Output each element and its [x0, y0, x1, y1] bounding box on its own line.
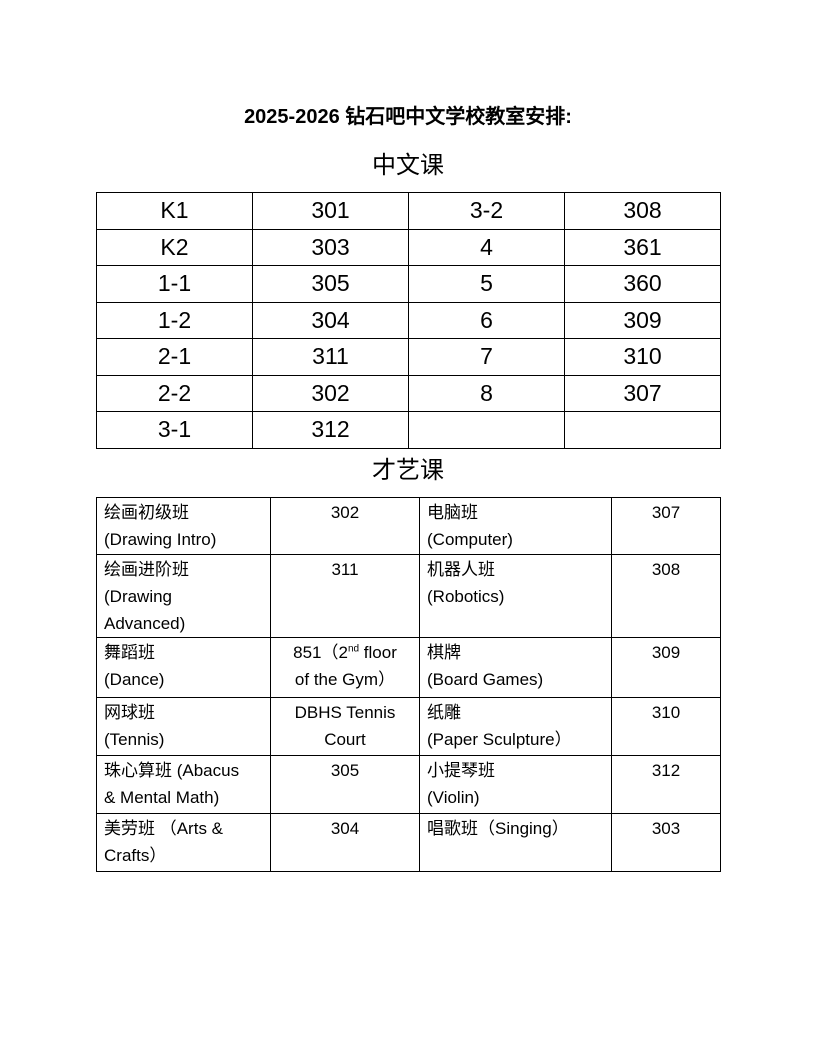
- class-name-cell: 舞蹈班 (Dance): [96, 637, 271, 698]
- class-name-cell: 珠心算班 (Abacus & Mental Math): [96, 755, 271, 814]
- room-cell: 305: [270, 755, 420, 814]
- table-row: 3-1 312: [96, 411, 721, 449]
- room-cell: 304: [270, 813, 420, 872]
- class-name-cell: 2-1: [96, 338, 253, 376]
- arts-classes-table: 绘画初级班 (Drawing Intro) 302 电脑班 (Computer) 30…: [96, 497, 721, 872]
- arts-classes-heading: 才艺课: [372, 457, 444, 484]
- class-name-cell: 1-2: [96, 301, 253, 339]
- class-name-cell: 8: [408, 374, 565, 412]
- table-row: 2-1 311 7 310: [96, 338, 721, 376]
- room-cell: 303: [611, 813, 721, 872]
- table-row: 美劳班 （Arts & Crafts） 304 唱歌班（Singing） 303: [96, 813, 721, 872]
- class-name-cell: K2: [96, 228, 253, 266]
- room-number-cell: 312: [252, 411, 409, 449]
- class-name-cell: 小提琴班 (Violin): [419, 755, 612, 814]
- room-number-cell: 303: [252, 228, 409, 266]
- chinese-classes-heading: 中文课: [372, 152, 444, 179]
- table-row: 绘画进阶班 (Drawing Advanced) 311 机器人班 (Robotic…: [96, 554, 721, 638]
- table-row: 2-2 302 8 307: [96, 374, 721, 412]
- class-name-cell: 1-1: [96, 265, 253, 303]
- table-row: 1-1 305 5 360: [96, 265, 721, 303]
- class-name-cell: 6: [408, 301, 565, 339]
- room-number-cell: 302: [252, 374, 409, 412]
- room-number-cell: 305: [252, 265, 409, 303]
- room-cell: 302: [270, 497, 420, 555]
- table-row: 网球班 (Tennis) DBHS Tennis Court 纸雕 (Paper S…: [96, 697, 721, 756]
- class-name-cell: 网球班 (Tennis): [96, 697, 271, 756]
- room-cell: 311: [270, 554, 420, 638]
- room-number-cell: 311: [252, 338, 409, 376]
- table-row: 舞蹈班 (Dance) 851（2nd floor of the Gym） 棋牌 (…: [96, 637, 721, 698]
- class-name-cell: 机器人班 (Robotics): [419, 554, 612, 638]
- chinese-classes-table: K1 301 3-2 308 K2 303 4 361 1-1 305 5 360 1-2 304 6 309…: [96, 192, 721, 449]
- class-name-cell: 纸雕 (Paper Sculpture）: [419, 697, 612, 756]
- room-cell: 308: [611, 554, 721, 638]
- room-cell: 312: [611, 755, 721, 814]
- table-row: K1 301 3-2 308: [96, 192, 721, 230]
- table-row: 珠心算班 (Abacus & Mental Math) 305 小提琴班 (Viol…: [96, 755, 721, 814]
- class-name-cell: 5: [408, 265, 565, 303]
- room-cell: 307: [611, 497, 721, 555]
- class-name-cell: 唱歌班（Singing）: [419, 813, 612, 872]
- page-title: 2025-2026 钻石吧中文学校教室安排:: [244, 106, 572, 128]
- class-name-cell: 3-1: [96, 411, 253, 449]
- class-name-cell: 2-2: [96, 374, 253, 412]
- room-number-cell: 361: [564, 228, 721, 266]
- class-name-cell: 7: [408, 338, 565, 376]
- table-row: K2 303 4 361: [96, 228, 721, 266]
- table-row: 1-2 304 6 309: [96, 301, 721, 339]
- class-name-cell: [408, 411, 565, 449]
- room-number-cell: 307: [564, 374, 721, 412]
- room-number-cell: 308: [564, 192, 721, 230]
- class-name-cell: 4: [408, 228, 565, 266]
- room-text-pre: 851（2: [293, 643, 348, 662]
- class-name-cell: 美劳班 （Arts & Crafts）: [96, 813, 271, 872]
- room-number-cell: 301: [252, 192, 409, 230]
- table-row: 绘画初级班 (Drawing Intro) 302 电脑班 (Computer) 30…: [96, 497, 721, 555]
- class-name-cell: 3-2: [408, 192, 565, 230]
- room-number-cell: [564, 411, 721, 449]
- room-number-cell: 309: [564, 301, 721, 339]
- room-cell: DBHS Tennis Court: [270, 697, 420, 756]
- room-number-cell: 310: [564, 338, 721, 376]
- class-name-cell: K1: [96, 192, 253, 230]
- room-cell: 851（2nd floor of the Gym）: [270, 637, 420, 698]
- room-number-cell: 304: [252, 301, 409, 339]
- class-name-cell: 绘画初级班 (Drawing Intro): [96, 497, 271, 555]
- room-text-post: floor of the Gym）: [294, 643, 397, 689]
- class-name-cell: 绘画进阶班 (Drawing Advanced): [96, 554, 271, 638]
- class-name-cell: 棋牌 (Board Games): [419, 637, 612, 698]
- room-text-sup: nd: [347, 643, 360, 655]
- class-name-cell: 电脑班 (Computer): [419, 497, 612, 555]
- room-cell: 309: [611, 637, 721, 698]
- room-number-cell: 360: [564, 265, 721, 303]
- room-cell: 310: [611, 697, 721, 756]
